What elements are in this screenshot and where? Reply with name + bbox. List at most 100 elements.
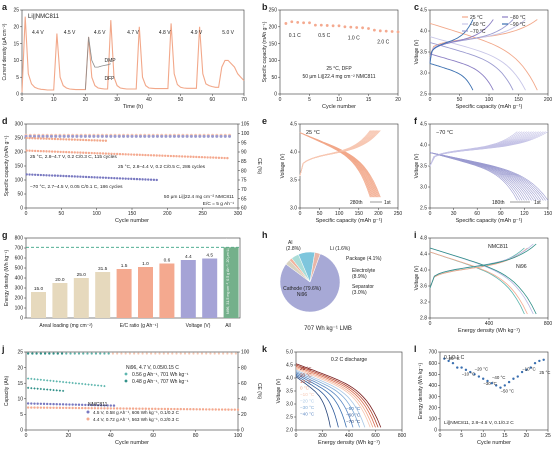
dfp-line: [21, 16, 245, 93]
capacity-point: [87, 151, 91, 155]
ce-point: [158, 352, 161, 355]
capacity-point: [58, 406, 62, 410]
x-tick-label: 0: [299, 211, 302, 217]
capacity-point: [65, 406, 68, 410]
capacity-point: [361, 26, 364, 30]
temperature-label: −30 °C: [300, 405, 315, 410]
note-label: 25 °C, 2.8–4.4 V, 0.2 C/0.5 C, 286 cycle…: [118, 164, 206, 170]
panel-e: e 0 50 100 150 200 250 3.0 3.5 4.0 4.5 Voltage (V) S…: [262, 116, 402, 224]
y2-tick-label: 95: [241, 140, 247, 146]
temperature-label: 25 °C: [306, 130, 320, 136]
capacity-point: [65, 138, 68, 141]
y-tick-label: 0: [20, 428, 23, 434]
y-tick-label: 150: [15, 164, 24, 170]
slice-label: (8.9%): [352, 274, 367, 280]
ce-point: [111, 352, 115, 355]
energy-point: [494, 384, 498, 387]
capacity-point: [42, 173, 45, 177]
slice-label: Al: [288, 240, 292, 246]
energy-point: [529, 366, 532, 369]
temperature-label: −30 °C: [483, 381, 497, 386]
y-tick-label: 600: [15, 256, 24, 262]
ce-point: [179, 352, 182, 355]
y-tick-label: 3.5: [420, 164, 427, 170]
capacity-point: [33, 387, 36, 390]
capacity-point: [127, 177, 130, 180]
ce-point: [196, 352, 199, 355]
note-label: 25 °C, 2.8–4.7 V, 0.2 C/0.3 C, 115 cycle…: [30, 154, 117, 160]
y2-tick-label: 100: [241, 131, 250, 137]
capacity-point: [214, 156, 218, 159]
capacity-point: [26, 402, 30, 405]
capacity-point: [178, 155, 181, 158]
capacity-point: [209, 156, 212, 159]
temperature-label: −10 °C: [300, 392, 315, 397]
plot-frame: [25, 351, 239, 431]
capacity-point: [77, 406, 81, 410]
capacity-point: [296, 21, 300, 24]
capacity-point: [61, 389, 65, 393]
y2-tick-label: 0: [241, 428, 244, 434]
temperature-label: −70 °C: [436, 130, 453, 136]
capacity-point: [36, 406, 39, 409]
capacity-point: [163, 407, 167, 411]
ce-point: [107, 352, 110, 355]
ce-point: [162, 352, 165, 355]
capacity-point: [70, 138, 74, 141]
ce-point: [65, 352, 68, 355]
bar-label: 1.0: [142, 261, 149, 267]
capacity-point: [173, 407, 176, 411]
y-tick-label: 400: [429, 383, 438, 389]
ce-point: [77, 352, 81, 355]
capacity-point: [186, 155, 190, 158]
capacity-point: [284, 22, 288, 25]
rate-label: 0.5 C: [318, 33, 330, 39]
ce-point: [45, 134, 49, 138]
capacity-point: [203, 156, 206, 159]
y-tick-label: 4.0: [290, 150, 297, 156]
x-tick-label: 50: [59, 211, 65, 217]
capacity-point: [87, 383, 90, 386]
x-tick-label: 0: [429, 97, 432, 103]
x-tick-label: 15: [502, 433, 508, 439]
temperature-label: −20 °C: [475, 367, 489, 372]
capacity-point: [100, 407, 103, 410]
legend-label: −70 °C: [470, 29, 486, 35]
capacity-point: [104, 176, 108, 180]
capacity-point: [42, 402, 46, 406]
cycle-label: 1st: [534, 200, 541, 206]
bar: [202, 258, 218, 318]
capacity-point: [36, 387, 39, 390]
x-tick-label: 40: [146, 97, 152, 103]
capacity-point: [58, 403, 62, 406]
x-tick-label: 0: [295, 433, 298, 439]
y-tick-label: 15: [17, 381, 23, 387]
x-tick-label: 100: [92, 211, 101, 217]
capacity-point: [349, 25, 353, 29]
capacity-point: [90, 151, 93, 155]
capacity-point: [132, 153, 136, 156]
ce-point: [88, 134, 92, 138]
capacity-point: [84, 403, 87, 407]
capacity-point: [119, 407, 122, 410]
capacity-point: [82, 151, 85, 154]
discharge-curve: [429, 251, 528, 315]
ce-point: [211, 134, 215, 138]
capacity-point: [84, 383, 87, 386]
y-tick-label: 4.0: [420, 143, 427, 149]
y-tick-label: 3.0: [286, 402, 293, 408]
ce-point: [206, 134, 210, 138]
capacity-point: [87, 175, 91, 179]
legend-marker: [124, 379, 128, 383]
ce-point: [62, 134, 66, 138]
discharge-curve: [295, 376, 331, 428]
capacity-point: [28, 173, 31, 176]
capacity-point: [30, 402, 33, 405]
capacity-point: [90, 406, 93, 410]
ce-point: [166, 352, 170, 355]
capacity-point: [110, 176, 113, 180]
capacity-point: [67, 138, 71, 141]
capacity-point: [144, 407, 147, 410]
capacity-point: [31, 137, 34, 140]
ce-point: [96, 134, 100, 138]
